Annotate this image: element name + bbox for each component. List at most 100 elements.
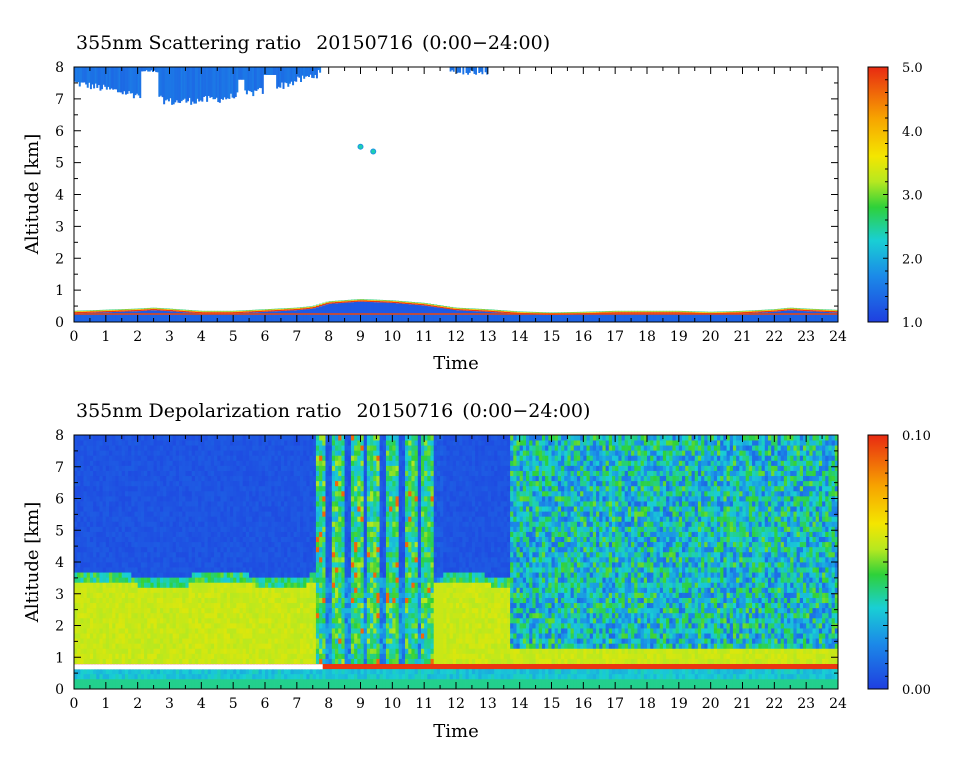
depol-cell [191, 480, 196, 487]
depol-cell [182, 673, 186, 680]
depol-cell [89, 592, 94, 598]
depol-cell [137, 602, 142, 609]
depol-cell [271, 460, 275, 466]
depol-cell [223, 582, 228, 588]
depol-cell [185, 460, 189, 466]
depol-cell [156, 495, 161, 502]
depol-cell [255, 546, 260, 553]
depol-cell [265, 673, 269, 680]
depol-cell [236, 455, 240, 461]
depol-cell [242, 450, 247, 456]
depol-cell [89, 551, 94, 558]
depol-cell [115, 485, 119, 492]
depol-cell [252, 480, 256, 487]
depol-cell [274, 602, 279, 609]
depol-cell [128, 506, 132, 512]
depol-cell [74, 440, 78, 446]
scattering-cell [417, 314, 422, 322]
depol-cell [77, 435, 81, 441]
cloud-cell [166, 67, 169, 100]
scattering-cell [379, 300, 384, 302]
depol-cell [115, 455, 119, 461]
scattering-cell [204, 314, 209, 322]
depol-cell [252, 572, 256, 578]
depol-cell [150, 577, 154, 583]
scattering-cell [223, 314, 228, 322]
depol-cell [258, 495, 263, 502]
depol-cell [74, 480, 78, 487]
depol-cell [210, 597, 215, 604]
scattering-cell [783, 314, 788, 322]
scattering-cell [322, 303, 326, 306]
depol-cell [249, 683, 253, 690]
scattering-cell [312, 314, 317, 322]
depol-cell [226, 653, 231, 659]
depol-cell [96, 526, 100, 532]
depol-cell [182, 521, 186, 527]
depol-cell [239, 658, 244, 664]
scattering-cell [529, 314, 533, 322]
depol-cell [252, 653, 256, 659]
depol-cell [185, 633, 189, 639]
depol-cell [96, 556, 100, 563]
cloud-cell [268, 67, 271, 75]
scattering-cell [809, 311, 813, 315]
depol-cell [86, 658, 91, 664]
depol-cell [268, 526, 272, 532]
depol-cell [249, 450, 253, 456]
depol-cell [210, 638, 215, 644]
depol-cell [140, 607, 145, 614]
depol-cell [147, 668, 151, 675]
depol-cell [236, 485, 240, 492]
depol-cell [118, 465, 123, 471]
scattering-cell [729, 314, 734, 322]
depol-cell [182, 617, 186, 624]
scattering-cell [513, 312, 517, 314]
depol-cell [204, 582, 209, 588]
scattering-cell [729, 311, 734, 313]
depol-cell [115, 450, 119, 456]
depol-cell [179, 450, 183, 456]
depol-cell [220, 582, 225, 588]
scattering-cell [350, 300, 355, 301]
scattering-cell [347, 300, 352, 302]
depol-cell [261, 526, 266, 532]
scattering-cell [780, 308, 785, 310]
depol-cell [185, 572, 189, 578]
scattering-cell [385, 302, 390, 315]
depol-cell [83, 470, 88, 477]
depol-cell [74, 678, 78, 685]
depol-cell [217, 475, 221, 482]
depol-cell [226, 475, 231, 482]
scattering-cell [366, 314, 371, 322]
depol-cell [261, 638, 266, 644]
depol-cell [207, 602, 212, 609]
depol-cell [198, 643, 202, 649]
depol-cell [124, 658, 129, 664]
depol-cell [182, 668, 186, 675]
depol-cell [144, 556, 148, 563]
depol-cell [124, 460, 129, 466]
scattering-cell [806, 314, 810, 322]
depol-cell [229, 440, 234, 446]
scattering-cell [764, 310, 769, 313]
cloud-cell [136, 67, 139, 94]
depol-cell [159, 495, 164, 502]
depol-cell [105, 536, 110, 543]
scattering-cell [226, 311, 231, 313]
depol-cell [182, 562, 186, 568]
depol-cell [226, 526, 231, 532]
depol-cell [198, 455, 202, 461]
depol-cell [201, 668, 205, 675]
depol-cell [99, 440, 104, 446]
depol-cell [175, 612, 180, 619]
depol-cell [77, 597, 81, 604]
depol-cell [284, 653, 288, 659]
scattering-cell [115, 314, 119, 322]
depol-cell [239, 597, 244, 604]
depol-cell [140, 602, 145, 609]
depol-cell [245, 592, 250, 598]
depol-cell [236, 470, 240, 477]
depol-cell [124, 597, 129, 604]
colorbar-1-ticks: 1.02.03.04.05.0 [883, 61, 923, 331]
